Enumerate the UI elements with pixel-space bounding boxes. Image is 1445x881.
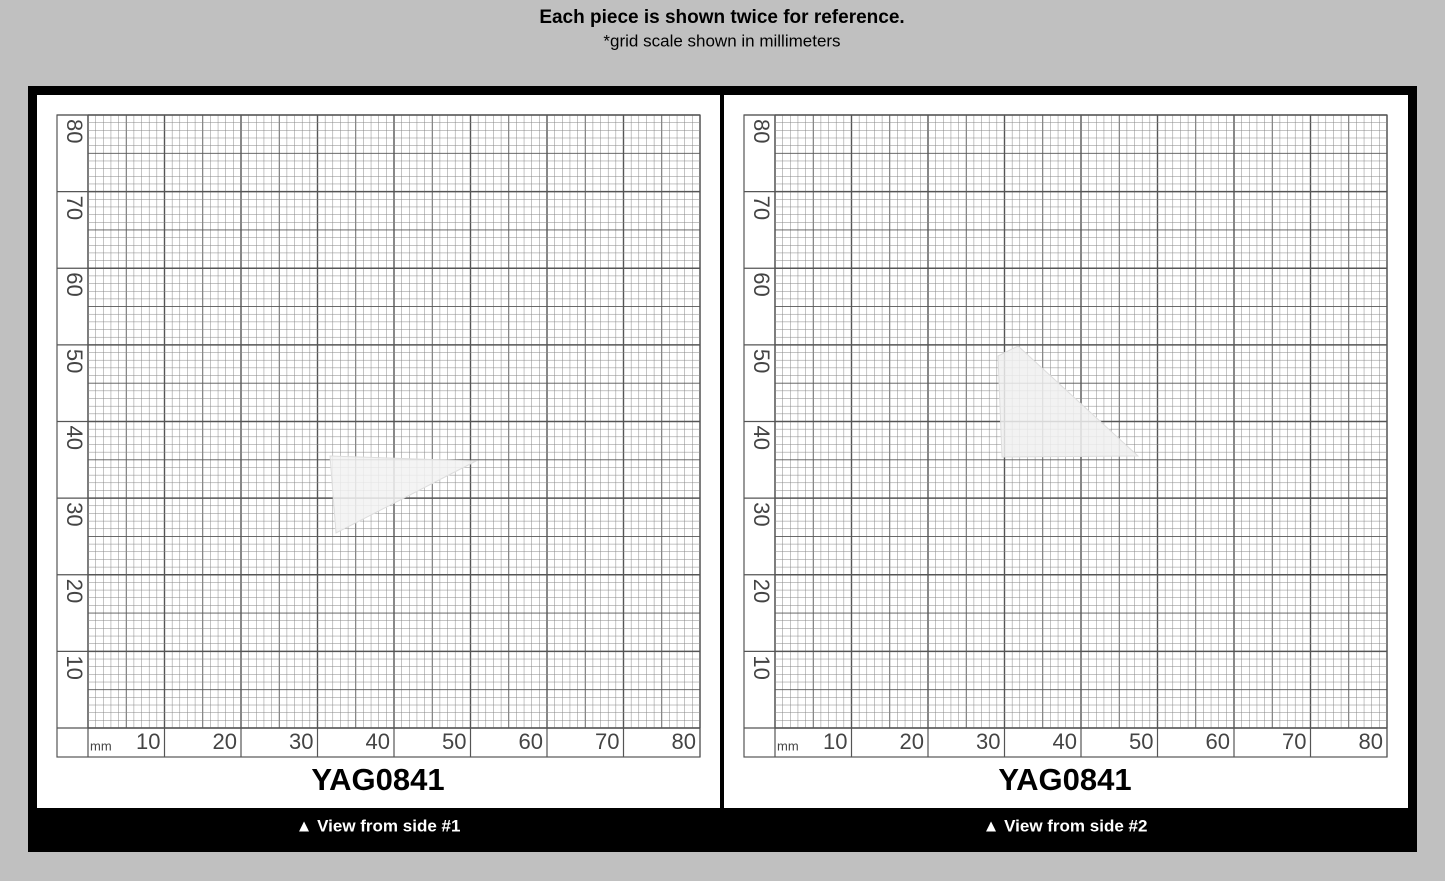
y-scale-label: 40 [62,426,87,450]
y-scale-label: 50 [749,349,774,373]
title: Each piece is shown twice for reference. [539,7,904,28]
y-scale-label: 40 [749,426,774,450]
y-scale-label: 20 [749,579,774,603]
y-scale-label: 50 [62,349,87,373]
unit-label: mm [777,738,799,753]
x-scale-label: 70 [1282,729,1306,754]
x-scale-label: 40 [366,729,390,754]
x-scale-label: 20 [213,729,237,754]
x-scale-label: 10 [136,729,160,754]
caption: ▲ View from side #1 [296,816,461,835]
x-scale-label: 60 [519,729,543,754]
x-scale-label: 30 [289,729,313,754]
x-scale-label: 10 [823,729,847,754]
y-scale-label: 10 [749,655,774,679]
y-scale-label: 60 [62,272,87,296]
y-scale-label: 10 [62,655,87,679]
x-scale-label: 60 [1206,729,1230,754]
x-scale-label: 20 [900,729,924,754]
x-scale-label: 50 [442,729,466,754]
y-scale-label: 60 [749,272,774,296]
x-scale-label: 30 [976,729,1000,754]
x-scale-label: 70 [595,729,619,754]
unit-label: mm [90,738,112,753]
y-scale-label: 70 [62,196,87,220]
caption: ▲ View from side #2 [983,816,1148,835]
grid-layer: mm 10 20 30 40 50 60 70 80 10 20 30 40 50 60 70 80 mm 10 20… [56,114,1388,758]
x-scale-label: 40 [1053,729,1077,754]
x-scale-label: 80 [1359,729,1383,754]
y-scale-label: 30 [749,502,774,526]
subtitle: *grid scale shown in millimeters [603,31,840,50]
x-scale-label: 50 [1129,729,1153,754]
x-scale-label: 80 [672,729,696,754]
y-scale-label: 30 [62,502,87,526]
y-scale-label: 80 [749,119,774,143]
y-scale-label: 70 [749,196,774,220]
piece-label: YAG0841 [311,762,444,797]
crystal-piece [329,455,478,534]
crystal-piece [997,345,1140,458]
y-scale-label: 20 [62,579,87,603]
y-scale-label: 80 [62,119,87,143]
piece-label: YAG0841 [998,762,1131,797]
